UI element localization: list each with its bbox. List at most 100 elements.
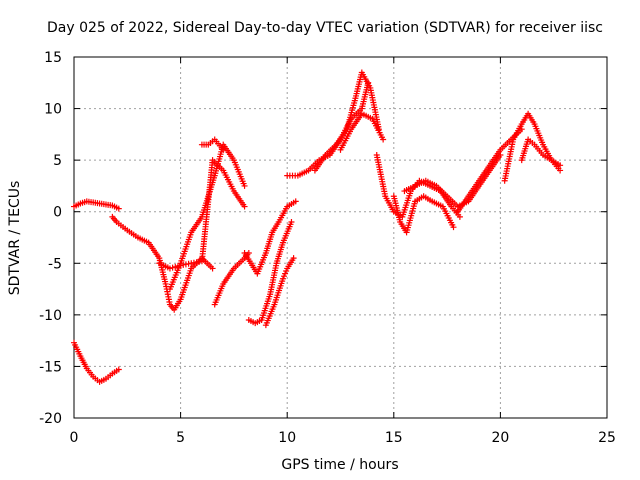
data-track <box>110 215 119 224</box>
data-track <box>213 138 225 151</box>
data-point <box>380 136 387 143</box>
data-track <box>172 298 183 311</box>
data-track <box>450 205 462 218</box>
data-series <box>166 141 248 293</box>
data-track <box>272 278 286 306</box>
data-track <box>344 97 358 130</box>
data-series <box>501 110 564 184</box>
data-track <box>232 256 246 270</box>
data-track <box>221 143 236 162</box>
y-tick-label: 10 <box>44 102 62 118</box>
data-point <box>557 167 564 174</box>
data-point <box>288 219 295 226</box>
data-track <box>92 199 101 207</box>
data-track <box>435 184 449 198</box>
grid <box>74 57 607 418</box>
data-track <box>370 118 385 141</box>
data-track <box>263 303 277 326</box>
data-track <box>532 123 546 146</box>
data-track <box>286 172 299 179</box>
data-track <box>267 262 280 295</box>
data-track <box>111 203 120 211</box>
data-track <box>296 168 310 178</box>
data-track <box>221 267 236 285</box>
data-track <box>404 200 418 233</box>
data-track <box>477 169 492 187</box>
data-track <box>359 82 371 110</box>
data-point <box>241 182 248 189</box>
data-track <box>199 195 211 218</box>
data-track <box>168 303 176 311</box>
data-track <box>526 112 537 125</box>
data-track <box>360 71 373 89</box>
data-track <box>98 200 107 208</box>
data-track <box>466 179 481 198</box>
data-track <box>383 195 396 213</box>
data-point <box>166 265 173 272</box>
data-track <box>126 228 139 240</box>
data-track <box>360 111 374 121</box>
data-track <box>199 159 216 262</box>
data-track <box>527 138 536 146</box>
data-track <box>105 372 114 381</box>
data-track <box>550 159 562 172</box>
data-track <box>169 263 181 271</box>
data-point <box>456 213 463 220</box>
data-point <box>497 151 504 158</box>
data-track <box>542 153 553 162</box>
y-tick-label: 5 <box>53 153 62 169</box>
data-track <box>72 341 83 357</box>
data-track <box>178 231 194 264</box>
data-track <box>78 355 89 370</box>
data-point <box>557 162 564 169</box>
data-series <box>337 110 387 153</box>
data-point <box>115 366 122 373</box>
data-track <box>158 261 171 271</box>
data-marks <box>71 69 564 385</box>
data-track <box>178 267 194 301</box>
data-track <box>403 183 416 194</box>
data-track <box>334 128 349 146</box>
data-series <box>373 151 463 220</box>
y-tick-label: 0 <box>53 205 62 221</box>
data-track <box>445 194 459 208</box>
data-track <box>502 138 516 182</box>
data-track <box>98 376 107 384</box>
chart-title: Day 025 of 2022, Sidereal Day-to-day VTE… <box>47 20 603 36</box>
data-track <box>206 174 218 197</box>
x-tick-label: 5 <box>176 430 185 446</box>
data-track <box>466 184 481 203</box>
axis-ticks: 0 5 10 15 20 25 -20 -15 -10 -5 0 5 10 15 <box>39 50 616 446</box>
data-series <box>71 198 122 212</box>
data-track <box>281 268 290 280</box>
data-track <box>254 318 263 326</box>
data-track <box>156 257 169 285</box>
data-series <box>262 255 297 329</box>
data-track <box>274 241 286 264</box>
data-track <box>349 112 364 131</box>
x-tick-label: 10 <box>278 430 296 446</box>
y-axis-label: SDTVAR / TECUs <box>7 181 23 296</box>
data-track <box>231 159 247 187</box>
x-tick-label: 0 <box>70 430 79 446</box>
data-track <box>270 221 281 234</box>
data-track <box>519 138 531 161</box>
data-track <box>79 199 88 206</box>
data-track <box>85 367 95 378</box>
data-series <box>71 339 122 385</box>
data-track <box>285 257 296 270</box>
data-track <box>137 235 150 245</box>
x-axis-label: GPS time / hours <box>281 457 398 473</box>
data-track <box>488 148 503 167</box>
data-track <box>111 367 120 376</box>
data-track <box>431 199 444 209</box>
data-track <box>207 138 216 146</box>
data-track <box>422 194 434 204</box>
data-point <box>292 198 299 205</box>
data-track <box>391 195 403 223</box>
data-series <box>241 198 299 277</box>
data-track <box>242 252 253 265</box>
y-tick-label: -10 <box>39 308 62 324</box>
y-tick-label: -15 <box>39 359 62 375</box>
